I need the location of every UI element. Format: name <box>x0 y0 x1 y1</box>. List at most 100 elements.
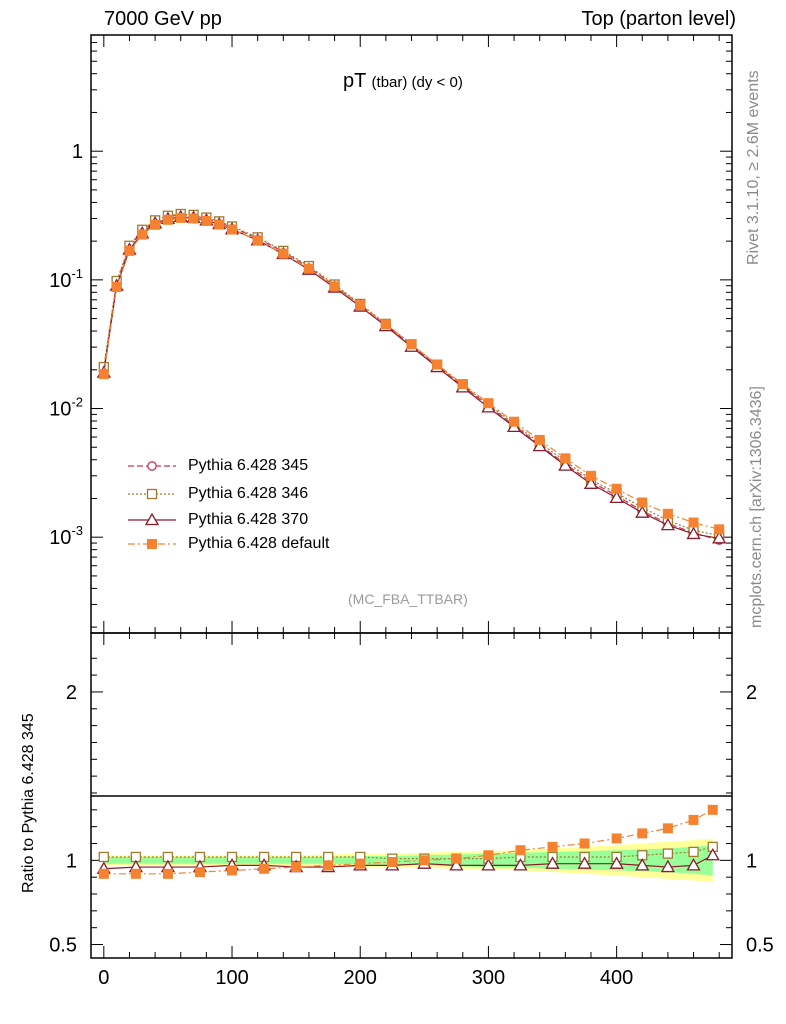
legend-marker <box>144 512 160 526</box>
ratio-data-point <box>707 804 718 815</box>
ratio-data-point <box>577 856 592 869</box>
main-data-point <box>150 219 161 230</box>
main-data-point <box>214 219 225 230</box>
legend-label-345: Pythia 6.428 345 <box>188 457 309 474</box>
legend-label-370: Pythia 6.428 370 <box>188 511 309 528</box>
xtick-label: 0 <box>98 967 109 989</box>
ratio-data-point <box>259 863 270 874</box>
main-y-ticks: 10-3 10-2 10-1 1 <box>49 34 732 633</box>
main-data-point <box>355 300 366 311</box>
ratio-data-point <box>660 859 676 873</box>
ratio-data-point <box>194 867 205 878</box>
ratio-series <box>98 804 718 879</box>
main-ytick-label: 1 <box>72 141 83 163</box>
main-data-point <box>686 526 701 540</box>
ratio-data-point <box>481 858 496 871</box>
ratio-data-point <box>449 858 464 871</box>
main-data-point <box>483 398 494 409</box>
xtick-label: 200 <box>344 967 377 989</box>
xtick-label: 100 <box>215 967 248 989</box>
rivet-label: Rivet 3.1.10, ≥ 2.6M events <box>745 70 762 265</box>
main-data-point <box>583 476 599 489</box>
analysis-label: (MC_FBA_TTBAR) <box>348 591 468 607</box>
main-series-3 <box>98 212 725 535</box>
ratio-ticks: 0.5 0.5 1 1 2 2 0 100 200 300 400 <box>49 633 774 989</box>
main-data-point <box>252 235 263 246</box>
main-data-point <box>329 281 340 292</box>
main-data-point <box>188 213 199 224</box>
mcplots-label: mcplots.cern.ch [arXiv:1306.3436] <box>748 386 765 628</box>
ratio-data-point <box>355 858 366 869</box>
ratio-series-group <box>96 804 720 879</box>
main-data-point <box>278 248 289 259</box>
main-data-point <box>175 212 186 223</box>
ratio-data-point <box>513 858 528 871</box>
main-data-point <box>611 483 622 494</box>
main-data-point <box>432 359 443 370</box>
ratio-ytick-label-left: 0.5 <box>49 935 77 957</box>
main-data-point <box>688 517 699 528</box>
main-data-point <box>560 453 571 464</box>
ratio-data-point <box>611 833 622 844</box>
ratio-ytick-label-left: 1 <box>66 850 77 872</box>
ratio-ytick-label-left: 2 <box>66 682 77 704</box>
ratio-data-point <box>609 856 624 869</box>
legend-marker <box>147 539 157 549</box>
ratio-data-point <box>662 823 673 834</box>
ratio-y-axis-label: Ratio to Pythia 6.428 345 <box>20 713 37 893</box>
legend-marker <box>146 488 158 500</box>
ratio-ytick-label-right: 1 <box>746 850 757 872</box>
header-left: 7000 GeV pp <box>104 8 222 30</box>
ratio-ytick-label-right: 2 <box>746 682 757 704</box>
plot-title-main: pT <box>343 70 366 92</box>
main-data-point <box>406 339 417 350</box>
ratio-data-point <box>291 862 302 873</box>
ratio-data-point <box>705 847 720 861</box>
main-data-point <box>227 224 238 235</box>
main-data-point <box>162 214 173 225</box>
ratio-data-point <box>162 868 173 879</box>
ratio-data-point <box>547 841 558 852</box>
ratio-data-point <box>662 848 674 859</box>
ratio-data-point <box>686 858 701 871</box>
ratio-data-point <box>387 857 398 868</box>
legend-label-default: Pythia 6.428 default <box>188 535 330 552</box>
main-ytick-label: 10-2 <box>49 395 83 421</box>
main-data-point <box>98 369 109 380</box>
ratio-data-point <box>515 845 526 856</box>
main-data-point <box>457 379 468 390</box>
main-series-group <box>96 208 727 545</box>
ratio-data-point <box>688 846 699 858</box>
main-data-point <box>637 497 648 508</box>
ratio-data-point <box>635 858 650 871</box>
ratio-data-point <box>98 851 109 863</box>
ratio-ytick-label-right: 0.5 <box>746 935 774 957</box>
ratio-data-point <box>483 850 494 861</box>
ratio-data-point <box>323 860 334 871</box>
main-data-point <box>201 215 212 226</box>
ratio-uncertainty-band <box>103 838 713 883</box>
xtick-label: 300 <box>472 967 505 989</box>
plot-title: pT (tbar) (dy < 0) <box>343 70 463 93</box>
legend-marks <box>128 461 176 549</box>
main-data-point <box>509 416 520 427</box>
main-data-point <box>558 458 573 471</box>
main-data-point <box>124 245 135 256</box>
main-data-point <box>380 319 391 330</box>
ratio-data-point <box>130 868 141 879</box>
ratio-data-point <box>637 828 648 839</box>
ratio-data-point <box>98 868 109 879</box>
ratio-data-point <box>688 814 699 825</box>
plot-title-sub: (tbar) (dy < 0) <box>371 74 463 91</box>
main-ytick-label: 10-3 <box>49 523 83 549</box>
legend-label-346: Pythia 6.428 346 <box>188 485 309 502</box>
ratio-data-point <box>545 856 560 869</box>
ratio-band-green <box>103 845 713 876</box>
main-data-point <box>303 263 314 274</box>
main-data-point <box>714 524 725 535</box>
ratio-data-point <box>451 853 462 864</box>
main-data-point <box>111 281 122 292</box>
main-data-point <box>662 508 673 519</box>
main-data-point <box>534 434 545 445</box>
